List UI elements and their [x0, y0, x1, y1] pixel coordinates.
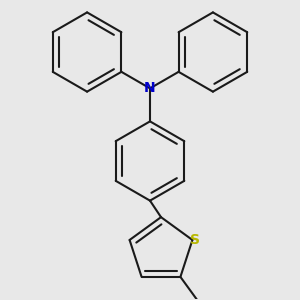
Text: N: N: [144, 81, 156, 95]
Text: S: S: [190, 233, 200, 247]
